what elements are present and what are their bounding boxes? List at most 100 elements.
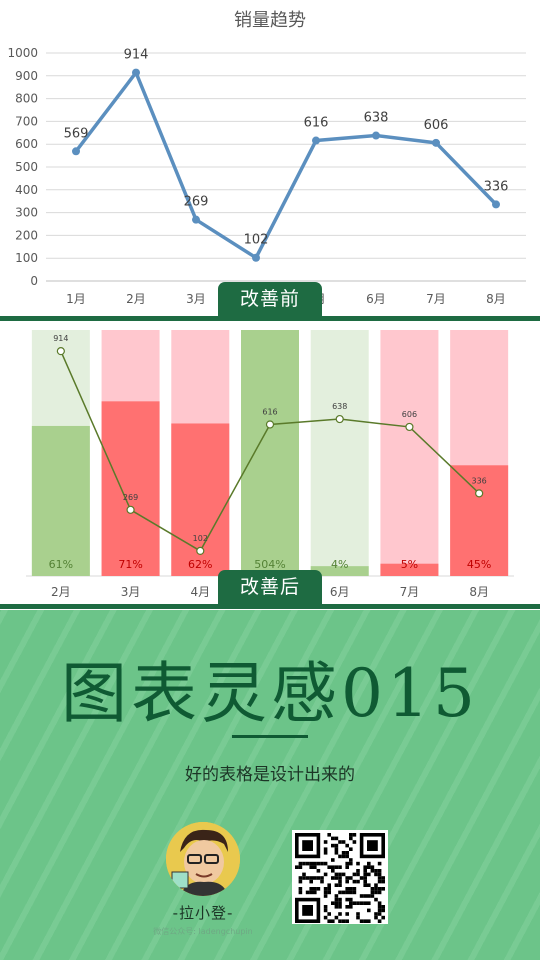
data-point: [372, 131, 380, 140]
qr-module: [298, 865, 303, 869]
qr-module: [298, 861, 303, 866]
qr-module: [323, 840, 328, 844]
qr-module: [327, 919, 331, 923]
qr-module: [356, 915, 360, 920]
qr-module: [338, 854, 342, 859]
qr-module: [345, 897, 349, 902]
qr-module: [345, 876, 349, 880]
qr-module: [363, 872, 367, 877]
qr-module: [298, 876, 303, 880]
qr-module: [356, 869, 360, 873]
qr-module: [370, 865, 375, 869]
qr-module: [370, 887, 375, 891]
qr-module: [298, 890, 303, 895]
qr-module: [352, 833, 357, 837]
data-label: 638: [364, 111, 389, 126]
qr-module: [349, 901, 353, 905]
qr-module: [338, 872, 342, 877]
data-label: 336: [484, 179, 509, 194]
data-point: [252, 253, 260, 262]
qr-module: [334, 894, 339, 898]
data-label: 606: [424, 118, 449, 133]
qr-module: [349, 887, 353, 891]
bar-fill: [380, 563, 439, 576]
qr-module: [298, 887, 303, 891]
qr-module: [381, 908, 385, 913]
qr-module: [349, 836, 353, 841]
qr-module: [305, 861, 310, 866]
data-point: [132, 68, 140, 77]
qr-module: [377, 905, 382, 909]
qr-module: [323, 890, 328, 895]
qr-module: [331, 901, 335, 905]
qr-module: [313, 865, 317, 869]
qr-module: [374, 887, 378, 891]
data-point: [492, 200, 500, 209]
qr-module: [334, 865, 339, 869]
qr-module: [313, 890, 317, 895]
qr-module: [345, 851, 349, 855]
after-label: 改善后: [218, 570, 322, 604]
qr-module: [367, 901, 371, 905]
separator-top: [0, 316, 540, 321]
qr-module: [341, 851, 346, 855]
qr-module: [334, 847, 339, 851]
data-label: 102: [193, 534, 208, 543]
qr-module: [313, 861, 317, 866]
qr-module: [374, 883, 378, 887]
banner-subtitle: 好的表格是设计出来的: [185, 765, 355, 785]
x-tick-label: 8月: [469, 585, 489, 599]
pct-label: 61%: [49, 558, 73, 571]
y-tick-label: 100: [15, 251, 38, 265]
qr-module: [341, 872, 346, 877]
qr-module: [345, 905, 349, 909]
qr-module: [338, 897, 342, 902]
title-underline: [232, 735, 308, 738]
data-point: [192, 215, 200, 224]
pct-label: 45%: [467, 558, 491, 571]
qr-module: [334, 905, 339, 909]
bar-fill: [101, 401, 160, 576]
qr-module: [302, 876, 306, 880]
qr-module: [363, 876, 367, 880]
qr-module: [309, 890, 313, 895]
before-label: 改善前: [218, 282, 322, 316]
qr-module: [313, 876, 317, 880]
qr-module: [338, 905, 342, 909]
qr-module: [374, 872, 378, 877]
pct-label: 4%: [331, 558, 348, 571]
qr-module: [363, 869, 367, 873]
qr-module: [323, 908, 328, 913]
qr-module: [381, 879, 385, 884]
qr-module: [363, 865, 367, 869]
qr-module: [323, 847, 328, 851]
qr-module: [331, 843, 335, 848]
qr-module: [345, 912, 349, 916]
qr-module: [305, 876, 310, 880]
qr-module: [377, 879, 382, 884]
qr-finder: [302, 840, 313, 851]
qr-module: [334, 883, 339, 887]
qr-module: [349, 905, 353, 909]
qr-module: [331, 869, 335, 873]
qr-code-icon: [295, 833, 385, 923]
qr-module: [377, 872, 382, 877]
qr-module: [313, 887, 317, 891]
qr-code[interactable]: [292, 830, 388, 924]
data-point: [432, 138, 440, 147]
qr-module: [367, 872, 371, 877]
cartoon-face-icon: [166, 822, 240, 896]
qr-module: [367, 865, 371, 869]
bar-fill: [450, 465, 509, 576]
qr-module: [349, 861, 353, 866]
qr-module: [334, 897, 339, 902]
qr-module: [341, 890, 346, 895]
qr-module: [370, 869, 375, 873]
qr-module: [309, 876, 313, 880]
qr-module: [374, 897, 378, 902]
qr-module: [316, 861, 321, 866]
pct-label: 504%: [254, 558, 285, 571]
qr-module: [370, 894, 375, 898]
qr-module: [359, 894, 364, 898]
qr-module: [323, 861, 328, 866]
